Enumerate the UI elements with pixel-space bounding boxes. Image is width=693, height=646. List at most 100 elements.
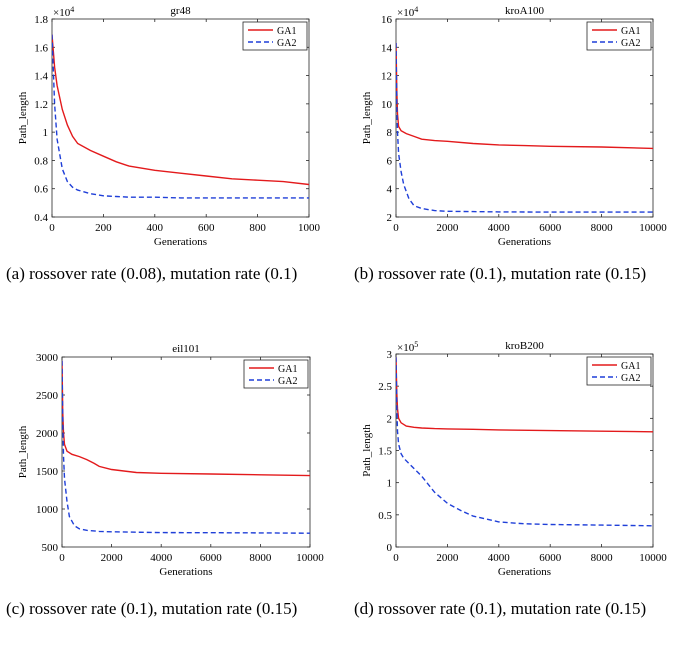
caption-d: (d) rossover rate (0.1), mutation rate (…: [354, 599, 647, 618]
x-axis-label: Generations: [159, 566, 212, 578]
chart-eil101: 0 2000 4000 6000 8000 10000 500 1000 1500 2000 250…: [17, 343, 324, 578]
x-tick-label: 800: [249, 222, 266, 234]
x-tick-label: 200: [95, 222, 112, 234]
y-tick-label: 1000: [36, 504, 59, 516]
x-tick-label: 6000: [539, 552, 562, 564]
x-axis-label: Generations: [498, 236, 551, 248]
caption-c: (c) rossover rate (0.1), mutation rate (…: [6, 599, 298, 618]
legend-box: [586, 21, 652, 51]
legend-box: [242, 21, 308, 51]
y-exponent-power: 5: [414, 340, 418, 349]
y-exponent-power: 4: [414, 5, 418, 14]
x-tick-label: 0: [59, 552, 65, 564]
series-line-ga2: [396, 42, 653, 213]
legend-label: GA2: [621, 373, 640, 384]
y-tick-label: 0.4: [34, 212, 48, 224]
y-tick-label: 1.2: [34, 99, 48, 111]
series-line-ga1: [62, 360, 310, 477]
caption-a: (a) rossover rate (0.08), mutation rate …: [6, 264, 298, 283]
y-tick-label: 12: [381, 71, 392, 83]
series-line-ga1: [396, 357, 653, 433]
y-tick-label: 8: [387, 127, 393, 139]
y-tick-label: 0.6: [34, 184, 48, 196]
x-tick-label: 2000: [436, 222, 459, 234]
y-tick-label: 10: [381, 99, 393, 111]
chart-title: eil101: [172, 343, 200, 355]
x-tick-label: 4000: [488, 552, 511, 564]
chart-gr48: 0 200 400 600 800 1000 0.4 0.6 0.8 1 1.2 1.4 1.6 1.8 g…: [17, 5, 321, 248]
y-exponent: ×105: [397, 340, 418, 354]
chart-kroB200: 0 2000 4000 6000 8000 10000 0 0.5 1 1.5 2 2.5 3 kroB2…: [361, 340, 667, 578]
x-tick-label: 0: [393, 552, 399, 564]
y-tick-label: 2: [387, 212, 393, 224]
chart-title: kroB200: [505, 340, 544, 352]
x-tick-label: 10000: [639, 222, 667, 234]
y-tick-label: 0.8: [34, 155, 48, 167]
y-tick-label: 2: [387, 413, 393, 425]
legend-box: [243, 359, 309, 389]
x-tick-label: 0: [49, 222, 55, 234]
y-tick-label: 0.5: [378, 510, 392, 522]
x-tick-label: 6000: [200, 552, 223, 564]
chart-title: kroA100: [505, 5, 545, 17]
legend-label: GA2: [278, 376, 297, 387]
y-tick-label: 2000: [36, 428, 59, 440]
x-tick-label: 4000: [150, 552, 173, 564]
y-exponent-power: 4: [70, 5, 74, 14]
x-tick-label: 400: [147, 222, 164, 234]
x-tick-label: 10000: [296, 552, 324, 564]
legend-label: GA2: [621, 38, 640, 49]
legend-box: [586, 356, 652, 386]
plot-frame: [395, 18, 654, 218]
y-tick-label: 0: [387, 542, 393, 554]
x-tick-label: 8000: [249, 552, 272, 564]
x-tick-label: 8000: [591, 222, 614, 234]
x-tick-label: 0: [393, 222, 399, 234]
legend-label: GA1: [621, 26, 640, 37]
y-axis-label: Path_length: [17, 91, 29, 144]
legend-label: GA1: [277, 26, 296, 37]
y-axis-label: Path_length: [361, 424, 373, 477]
y-tick-label: 1.5: [378, 446, 392, 458]
x-tick-label: 6000: [539, 222, 562, 234]
y-tick-label: 14: [381, 42, 393, 54]
y-tick-label: 4: [387, 184, 393, 196]
y-tick-label: 500: [42, 542, 59, 554]
y-axis-label: Path_length: [17, 425, 29, 478]
x-tick-label: 2000: [101, 552, 124, 564]
y-tick-label: 3: [387, 349, 393, 361]
y-exponent: ×104: [53, 5, 74, 19]
caption-b: (b) rossover rate (0.1), mutation rate (…: [354, 264, 647, 283]
y-tick-label: 1.4: [34, 71, 48, 83]
y-tick-label: 1.6: [34, 42, 48, 54]
x-axis-label: Generations: [154, 236, 207, 248]
y-tick-label: 16: [381, 14, 393, 26]
plot-frame: [51, 18, 310, 218]
y-tick-label: 1: [387, 478, 393, 490]
series-line-ga1: [52, 34, 309, 186]
plot-frame: [61, 356, 311, 548]
x-tick-label: 4000: [488, 222, 511, 234]
y-tick-label: 2500: [36, 390, 59, 402]
plot-frame: [395, 353, 654, 548]
legend-label: GA1: [278, 364, 297, 375]
y-axis-label: Path_length: [361, 91, 373, 144]
x-tick-label: 1000: [298, 222, 321, 234]
series-line-ga1: [396, 42, 653, 150]
series-line-ga2: [396, 357, 653, 527]
legend-label: GA1: [621, 361, 640, 372]
legend-label: GA2: [277, 38, 296, 49]
y-tick-label: 6: [387, 155, 393, 167]
x-tick-label: 600: [198, 222, 215, 234]
y-exponent: ×104: [397, 5, 418, 19]
x-tick-label: 8000: [591, 552, 614, 564]
y-tick-label: 1.8: [34, 14, 48, 26]
y-tick-label: 3000: [36, 352, 59, 364]
y-tick-label: 1: [43, 127, 49, 139]
x-axis-label: Generations: [498, 566, 551, 578]
chart-kroA100: 0 2000 4000 6000 8000 10000 2 4 6 8 10 12 14 16 kroA10…: [361, 5, 667, 248]
x-tick-label: 10000: [639, 552, 667, 564]
y-tick-label: 1500: [36, 466, 59, 478]
chart-title: gr48: [170, 5, 191, 17]
